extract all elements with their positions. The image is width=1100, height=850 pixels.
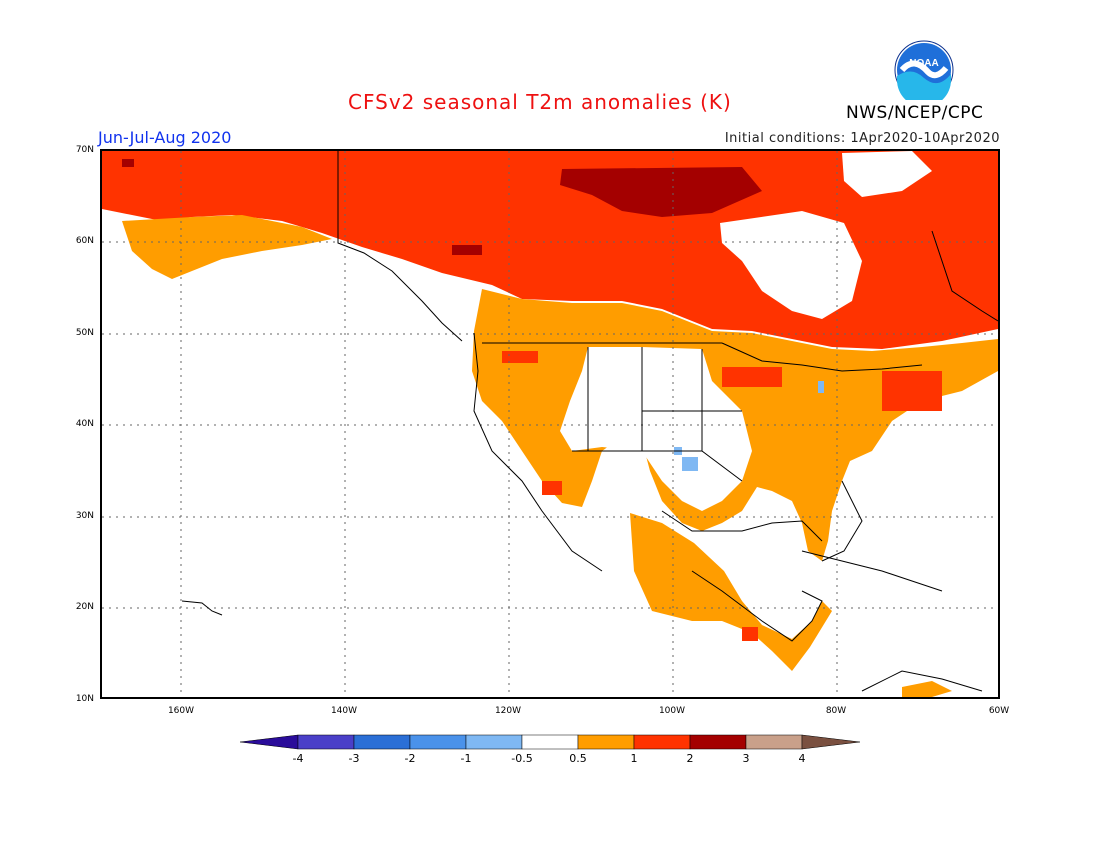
anomaly-spot-neg1-to-neg0.5-plains [682,457,698,471]
anomaly-spot-1-to-2-great-lakes [722,367,782,387]
anomaly-spot-1-to-2-northeast [882,371,942,411]
lon-label-80w: 80W [825,706,847,716]
noaa-logo-text: NOAA [909,58,938,69]
lat-label-40n: 40N [75,419,94,429]
lon-label-100w: 100W [658,706,686,716]
anomaly-region-0.5-to-1-caribbean [902,681,952,697]
colorbar-tick: 4 [798,752,806,765]
anomaly-map [100,149,1000,699]
anomaly-region-0.5-to-1-mexico [630,513,832,671]
colorbar-tick: -1 [460,752,472,765]
anomaly-region-2-to-3-canada [560,167,762,217]
colorbar-tick: 1 [630,752,638,765]
lat-label-60n: 60N [75,236,94,246]
baffin-neutral [842,151,932,197]
lon-label-160w: 160W [167,706,195,716]
colorbar-swatch [297,734,355,750]
season-label: Jun-Jul-Aug 2020 [98,128,232,147]
agency-label: NWS/NCEP/CPC [846,103,984,123]
anomaly-region-2-to-3-yukon [452,245,482,255]
lat-label-20n: 20N [75,602,94,612]
colorbar-swatch [465,734,523,750]
noaa-logo: NOAA [894,40,954,100]
colorbar-tick: -3 [348,752,360,765]
lon-label-120w: 120W [494,706,522,716]
colorbar-swatch [409,734,467,750]
map-title: CFSv2 seasonal T2m anomalies (K) [348,90,732,114]
colorbar-tick: 2 [686,752,694,765]
anomaly-spot-1-to-2-central-america [742,627,758,641]
anomaly-spot-1-to-2-northwest [502,351,538,363]
map-coastlines [181,151,998,692]
lat-label-30n: 30N [75,511,94,521]
lat-label-70n: 70N [75,145,94,155]
central-us-neutral [560,347,752,511]
colorbar-swatch [353,734,411,750]
hudson-bay-neutral [720,211,862,319]
colorbar-tick: -2 [404,752,416,765]
anomaly-map-svg [102,151,998,697]
lat-label-50n: 50N [75,328,94,338]
colorbar-tick: 3 [742,752,750,765]
colorbar-tick: 0.5 [569,752,587,765]
lon-label-60w: 60W [988,706,1010,716]
colorbar-swatch [633,734,691,750]
lon-label-140w: 140W [330,706,358,716]
anomaly-region-1-to-2-north [102,151,998,349]
colorbar-tick: -4 [292,752,304,765]
colorbar-arrow-low [240,734,299,750]
colorbar-swatch [521,734,579,750]
colorbar-swatch [745,734,803,750]
colorbar-swatch [689,734,747,750]
colorbar-swatches [240,734,861,750]
initial-conditions-label: Initial conditions: 1Apr2020-10Apr2020 [724,131,1000,146]
colorbar [240,734,861,750]
map-gridlines [102,151,998,697]
anomaly-region-2-to-3-arctic [122,159,134,167]
colorbar-arrow-high [801,734,861,750]
colorbar-swatch [577,734,635,750]
anomaly-region-0.5-to-1-alaska [122,215,332,279]
anomaly-spot-1-to-2-southwest [542,481,562,495]
anomaly-spot-neg1-to-neg0.5-michigan [818,381,824,393]
baja-neutral [522,491,572,551]
colorbar-tick: -0.5 [511,752,533,765]
lat-label-10n: 10N [75,694,94,704]
